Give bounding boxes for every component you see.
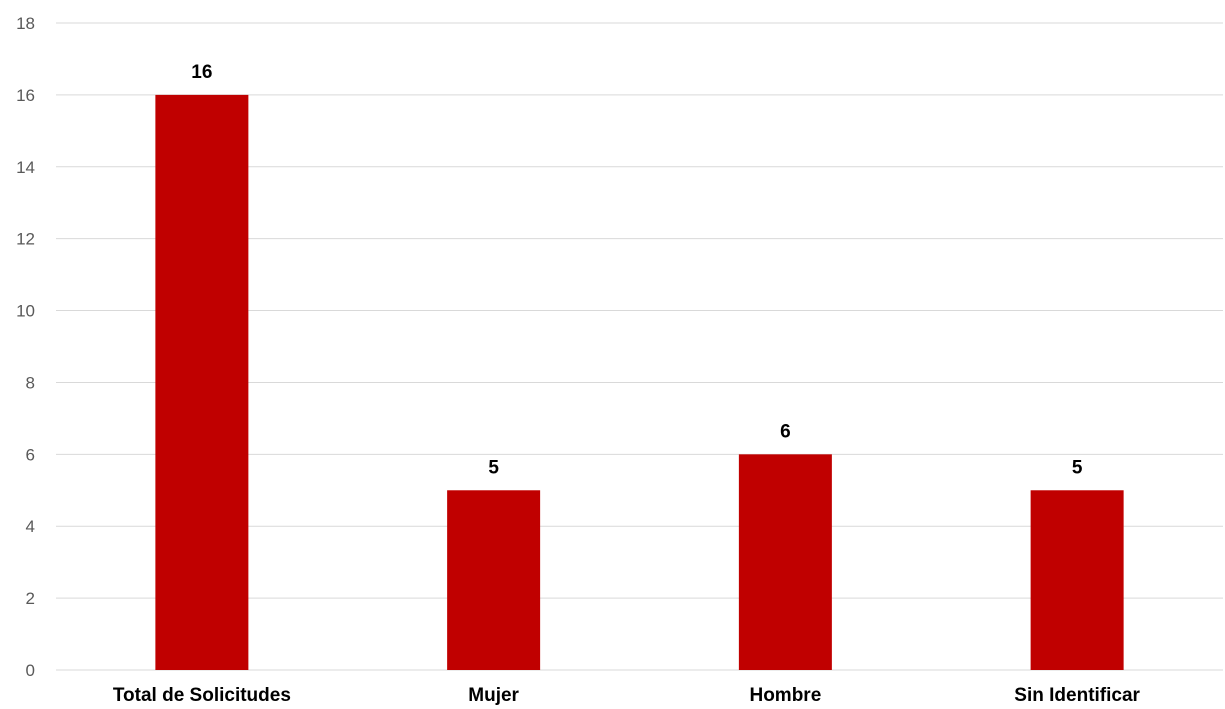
data-label: 5: [1072, 457, 1083, 478]
x-tick-label: Sin Identificar: [1014, 685, 1140, 706]
y-tick-label: 16: [16, 86, 35, 105]
y-tick-label: 18: [16, 14, 35, 33]
data-label: 6: [780, 421, 791, 442]
y-axis-ticks: 0 2 4 6 8 10 12 14 16 18: [16, 14, 35, 680]
data-label: 16: [191, 62, 212, 83]
y-tick-label: 14: [16, 158, 35, 177]
y-tick-label: 2: [26, 589, 35, 608]
x-tick-label: Hombre: [749, 685, 821, 706]
data-label: 5: [488, 457, 499, 478]
x-tick-label: Total de Solicitudes: [113, 685, 291, 706]
y-tick-label: 6: [26, 445, 35, 464]
data-labels: 16 5 6 5: [191, 62, 1083, 478]
bar-mujer: [447, 490, 541, 670]
y-tick-label: 8: [26, 373, 35, 392]
x-tick-label: Mujer: [468, 685, 519, 706]
bar-hombre: [738, 454, 832, 670]
x-axis-ticks: Total de Solicitudes Mujer Hombre Sin Ident…: [113, 685, 1141, 706]
y-tick-label: 12: [16, 230, 35, 249]
y-tick-label: 4: [26, 517, 35, 536]
y-tick-label: 10: [16, 302, 35, 321]
bar-total-de-solicitudes: [155, 94, 249, 670]
bar-sin-identificar: [1030, 490, 1124, 670]
bars: [155, 94, 1124, 670]
grid-layer: [56, 22, 1223, 671]
y-tick-label: 0: [26, 661, 35, 680]
